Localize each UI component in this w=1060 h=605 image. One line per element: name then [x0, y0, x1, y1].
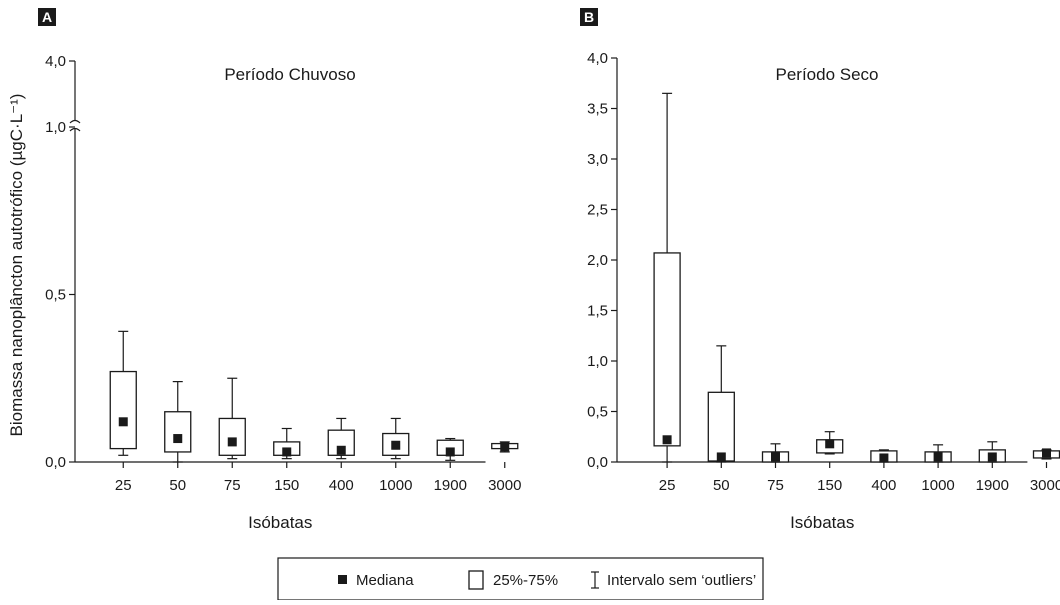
x-tick-label: 75	[224, 477, 241, 494]
median-marker	[445, 447, 455, 457]
panel-letter-badge	[38, 8, 56, 26]
x-tick-label: 400	[871, 477, 896, 494]
iqr-box	[653, 252, 681, 447]
iqr-box	[109, 370, 137, 450]
median-marker	[118, 417, 128, 427]
median-marker	[987, 452, 997, 462]
x-tick-label: 75	[767, 477, 784, 494]
y-tick-label: 0,5	[587, 404, 608, 421]
x-tick-label: 1900	[976, 477, 1009, 494]
median-marker	[933, 452, 943, 462]
iqr-box	[707, 391, 735, 462]
whisker-symbol-icon	[591, 571, 599, 589]
median-marker	[1042, 448, 1051, 458]
axis-break-mark	[69, 127, 81, 132]
median-marker	[879, 453, 889, 463]
x-tick-label: 1000	[379, 477, 412, 494]
axis-break-mark	[69, 119, 81, 124]
median-marker	[391, 440, 401, 450]
x-tick-label: 150	[274, 477, 299, 494]
median-marker	[227, 437, 237, 447]
x-tick-label: 3000	[1030, 477, 1060, 494]
y-tick-label: 3,0	[587, 151, 608, 168]
median-marker	[336, 445, 346, 455]
y-tick-label: 0,0	[587, 454, 608, 471]
panel-title: Período Chuvoso	[224, 65, 355, 84]
x-tick-label: 25	[659, 477, 676, 494]
x-tick-label: 1000	[921, 477, 954, 494]
y-tick-label: 2,5	[587, 202, 608, 219]
legend-frame	[277, 557, 764, 601]
median-marker	[825, 439, 835, 449]
legend: Mediana 25%-75% Intervalo sem ‘outliers’	[277, 557, 764, 601]
median-marker-icon	[338, 575, 347, 584]
median-marker	[662, 435, 672, 445]
iqr-box	[218, 417, 246, 456]
median-marker	[173, 434, 183, 444]
median-marker	[771, 452, 780, 462]
y-tick-label: 1,0	[587, 353, 608, 370]
median-marker	[282, 447, 292, 457]
panel-b-seco: B Período Seco 0,0 0,5 1,0 1,5 2,0 2,5 3,0 3,5 4,0…	[580, 8, 1060, 532]
y-axis-title: Biomassa nanoplâncton autotrófico (µgC·L…	[7, 94, 26, 437]
x-tick-label: 400	[329, 477, 354, 494]
y-tick-label: 2,0	[587, 252, 608, 269]
y-tick-label: 3,5	[587, 101, 608, 118]
median-marker	[500, 442, 510, 452]
box-symbol-icon	[468, 570, 484, 590]
x-tick-label: 50	[169, 477, 186, 494]
y-tick-label: 1,0	[45, 119, 66, 136]
x-tick-label: 3000	[488, 477, 521, 494]
x-tick-label: 150	[817, 477, 842, 494]
x-tick-label: 1900	[434, 477, 467, 494]
y-tick-label: 4,0	[587, 50, 608, 67]
x-axis-title: Isóbatas	[790, 513, 854, 532]
panel-a-chuvoso: A Período Chuvoso 0,0 0,5 1,0 4,0 25 50 75 150 400…	[7, 8, 521, 532]
median-marker	[716, 452, 726, 462]
legend-median-label: Mediana	[356, 572, 414, 589]
y-tick-label: 4,0	[45, 53, 66, 70]
y-tick-label: 0,0	[45, 454, 66, 471]
panel-letter-badge	[580, 8, 598, 26]
y-tick-label: 1,5	[587, 303, 608, 320]
panel-letter: B	[584, 9, 594, 25]
legend-box-label: 25%-75%	[493, 572, 558, 589]
legend-whisker-label: Intervalo sem ‘outliers’	[607, 572, 756, 589]
iqr-box	[164, 411, 192, 453]
panel-title: Período Seco	[775, 65, 878, 84]
x-tick-label: 50	[713, 477, 730, 494]
y-tick-label: 0,5	[45, 287, 66, 304]
x-tick-label: 25	[115, 477, 132, 494]
x-axis-title: Isóbatas	[248, 513, 312, 532]
panel-letter: A	[42, 9, 52, 25]
